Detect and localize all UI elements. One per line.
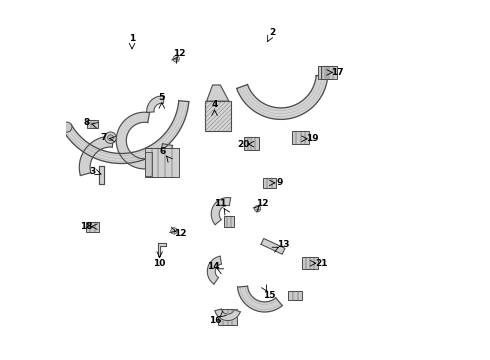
Text: 2: 2	[269, 28, 275, 37]
Text: 14: 14	[207, 262, 220, 271]
FancyBboxPatch shape	[244, 137, 259, 149]
Circle shape	[173, 55, 179, 62]
FancyBboxPatch shape	[321, 66, 337, 79]
Polygon shape	[207, 256, 221, 284]
Text: 13: 13	[277, 240, 290, 249]
FancyBboxPatch shape	[293, 131, 309, 144]
Polygon shape	[63, 101, 189, 163]
Text: 1: 1	[129, 34, 135, 43]
Text: 3: 3	[90, 167, 96, 176]
FancyBboxPatch shape	[318, 66, 331, 79]
Text: 15: 15	[263, 291, 276, 300]
Polygon shape	[211, 198, 231, 225]
Text: 16: 16	[209, 316, 222, 325]
Text: 4: 4	[211, 100, 218, 109]
Polygon shape	[207, 85, 229, 101]
Text: 17: 17	[331, 68, 344, 77]
Polygon shape	[215, 309, 240, 320]
Bar	[205, 101, 231, 131]
FancyBboxPatch shape	[86, 222, 99, 231]
Text: 21: 21	[315, 259, 327, 268]
FancyBboxPatch shape	[145, 148, 179, 177]
Text: 19: 19	[306, 134, 318, 143]
Circle shape	[105, 132, 116, 143]
Text: 6: 6	[159, 147, 166, 156]
FancyBboxPatch shape	[219, 310, 237, 324]
FancyBboxPatch shape	[302, 257, 318, 269]
Text: 12: 12	[174, 229, 187, 238]
Circle shape	[62, 122, 72, 132]
Polygon shape	[158, 243, 166, 256]
Text: 5: 5	[159, 93, 165, 102]
Circle shape	[108, 135, 113, 140]
Polygon shape	[238, 286, 282, 312]
Circle shape	[171, 228, 177, 234]
Text: 8: 8	[83, 118, 90, 127]
FancyBboxPatch shape	[263, 178, 276, 188]
Text: 11: 11	[214, 199, 227, 208]
FancyBboxPatch shape	[224, 216, 234, 227]
Text: 9: 9	[277, 178, 283, 187]
Polygon shape	[261, 238, 285, 254]
FancyBboxPatch shape	[87, 121, 98, 129]
Polygon shape	[147, 96, 165, 112]
Polygon shape	[237, 76, 328, 120]
Text: 10: 10	[153, 259, 166, 268]
Circle shape	[254, 206, 261, 212]
Bar	[145, 152, 152, 176]
Text: 12: 12	[173, 49, 186, 58]
FancyBboxPatch shape	[288, 291, 302, 300]
Text: 20: 20	[237, 140, 249, 149]
Polygon shape	[79, 136, 113, 176]
Text: 12: 12	[256, 199, 269, 208]
Text: 7: 7	[100, 133, 106, 142]
Text: 18: 18	[80, 222, 93, 231]
Polygon shape	[98, 166, 104, 184]
Polygon shape	[116, 112, 172, 169]
